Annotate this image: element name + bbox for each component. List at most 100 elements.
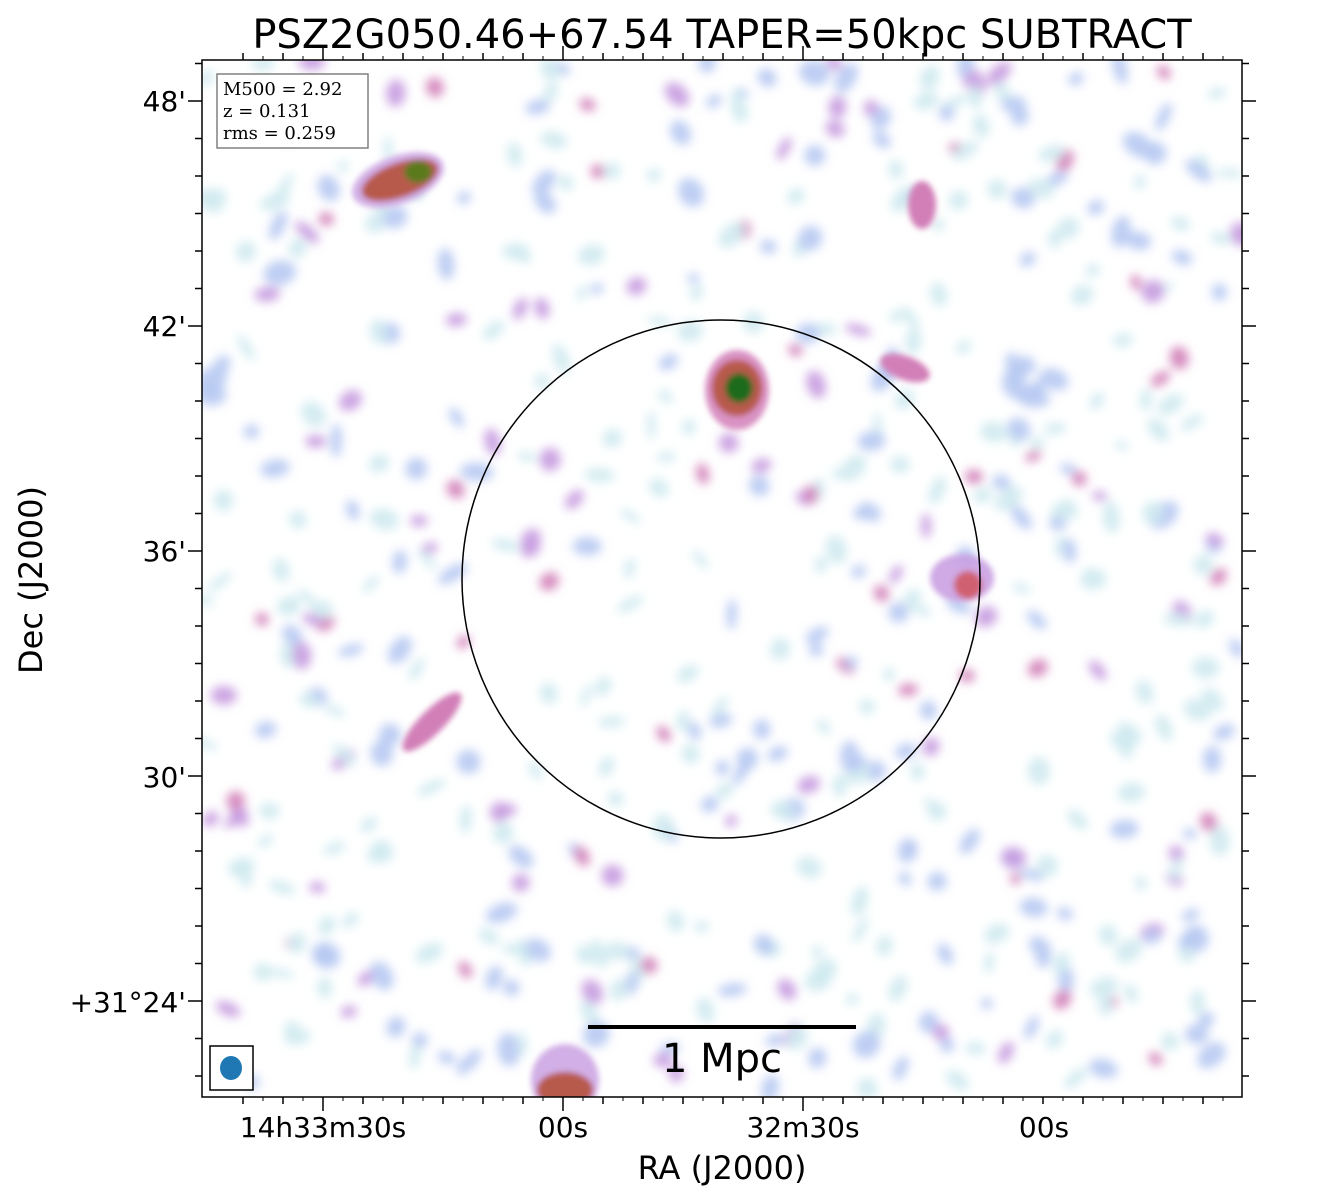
noise-blob — [1181, 908, 1200, 922]
noise-blob — [392, 550, 408, 574]
noise-blob — [660, 1042, 681, 1054]
noise-blob — [532, 169, 556, 196]
noise-blob — [997, 1041, 1015, 1064]
noise-blob — [507, 142, 523, 168]
noise-blob — [788, 343, 803, 357]
noise-blob — [323, 704, 346, 717]
noise-blob — [715, 782, 734, 799]
noise-blob — [1197, 1011, 1215, 1028]
noise-blob — [919, 700, 937, 721]
noise-blob — [1001, 370, 1028, 400]
noise-blob — [927, 802, 947, 821]
noise-blob — [717, 982, 747, 997]
noise-blob — [889, 310, 904, 323]
noise-blob — [647, 410, 656, 440]
noise-blob — [922, 737, 940, 757]
noise-blob — [732, 759, 751, 785]
noise-blob — [540, 60, 561, 81]
noise-blob — [226, 791, 245, 811]
noise-blob — [770, 800, 795, 820]
noise-blob — [437, 1050, 456, 1065]
noise-blob — [338, 643, 364, 657]
noise-blob — [664, 82, 690, 107]
noise-blob — [581, 979, 604, 1005]
noise-blob — [284, 1029, 312, 1045]
noise-blob — [1134, 876, 1147, 891]
noise-blob — [512, 297, 528, 320]
noise-blob — [718, 221, 746, 248]
noise-blob — [1012, 582, 1031, 595]
noise-blob — [370, 319, 388, 345]
x-tick-label: 14h33m30s — [240, 1111, 407, 1144]
noise-blob — [897, 683, 919, 697]
noise-blob — [670, 120, 692, 146]
noise-blob — [223, 808, 248, 828]
noise-blob — [1213, 723, 1235, 741]
noise-blob — [844, 323, 872, 337]
noise-blob — [448, 407, 465, 428]
noise-blob — [1211, 283, 1228, 301]
noise-blob — [1142, 501, 1163, 525]
noise-blob — [459, 462, 494, 482]
noise-blob — [528, 761, 543, 780]
noise-blob — [1190, 989, 1205, 1015]
noise-blob — [692, 550, 709, 569]
noise-blob — [1148, 1052, 1163, 1066]
noise-blob — [1080, 568, 1107, 590]
ne-emission — [880, 353, 930, 383]
noise-blob — [1112, 60, 1128, 85]
noise-blob — [753, 719, 771, 740]
noise-blob — [602, 162, 621, 180]
noise-blob — [814, 555, 828, 574]
noise-blob — [700, 796, 719, 813]
noise-blob — [617, 595, 644, 613]
noise-blob — [1045, 171, 1069, 187]
noise-blob — [676, 664, 699, 683]
noise-blob — [972, 487, 993, 503]
noise-blob — [776, 137, 792, 161]
noise-blob — [360, 816, 378, 833]
y-axis-label: Dec (J2000) — [12, 486, 50, 674]
noise-blob — [984, 923, 1010, 944]
info-mass: M500 = 2.92 — [223, 79, 342, 100]
noise-blob — [259, 802, 280, 820]
noise-blob — [539, 572, 560, 591]
noise-blob — [767, 745, 788, 762]
noise-blob — [883, 667, 896, 682]
noise-blob — [1018, 868, 1044, 881]
noise-blob — [497, 1032, 520, 1067]
noise-blob — [698, 60, 716, 73]
noise-blob — [409, 514, 428, 527]
noise-blob — [892, 1056, 909, 1081]
noise-blob — [1205, 532, 1224, 547]
noise-blob — [590, 164, 605, 179]
noise-blob — [696, 463, 710, 485]
noise-blob — [1011, 187, 1036, 209]
noise-blob — [1056, 907, 1074, 921]
noise-blob — [1125, 231, 1152, 251]
noise-blob — [565, 489, 584, 510]
noise-blob — [202, 365, 228, 394]
noise-blob — [1193, 554, 1214, 576]
noise-blob — [378, 723, 402, 747]
noise-blob — [552, 343, 571, 375]
noise-blob — [834, 63, 858, 93]
noise-blob — [237, 334, 255, 361]
noise-blob — [298, 60, 326, 71]
noise-blob — [809, 642, 824, 657]
beam-indicator — [209, 1045, 254, 1091]
noise-blob — [1088, 1058, 1118, 1079]
noise-blob — [876, 935, 893, 957]
south-source-core — [537, 1072, 593, 1097]
noise-blob — [272, 558, 290, 582]
noise-blob — [213, 489, 234, 512]
noise-blob — [502, 243, 530, 260]
noise-blob — [313, 600, 333, 620]
noise-blob — [317, 174, 340, 202]
noise-blob — [459, 805, 472, 834]
noise-blob — [681, 743, 700, 764]
noise-blob — [1052, 989, 1072, 1010]
noise-blob — [365, 213, 386, 233]
noise-blob — [579, 1001, 599, 1024]
noise-blob — [458, 961, 473, 979]
